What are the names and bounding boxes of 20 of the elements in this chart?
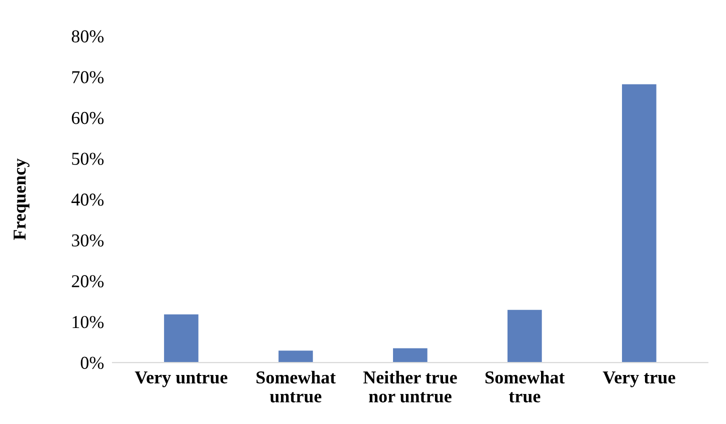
x-tick-label: Somewhat untrue	[256, 370, 336, 402]
y-tick-label: 30%	[72, 234, 104, 247]
x-tick-label: Neither true nor untrue	[363, 370, 457, 402]
y-tick-label: 20%	[72, 275, 104, 288]
bar	[622, 84, 656, 363]
x-tick-label: Very untrue	[134, 372, 228, 388]
y-tick-label: 80%	[72, 30, 104, 43]
bar	[164, 314, 198, 363]
y-tick-label: 0%	[80, 356, 104, 370]
y-axis-title: Frequency	[14, 158, 30, 240]
y-tick-label: 50%	[72, 152, 104, 165]
y-tick-label: 40%	[71, 194, 104, 206]
y-tick-label: 60%	[72, 112, 104, 124]
y-tick-label: 70%	[72, 71, 104, 84]
bar	[508, 310, 542, 363]
bar	[393, 348, 428, 363]
x-tick-label: Somewhat true	[486, 370, 565, 402]
bar	[278, 350, 313, 363]
x-tick-label: Very true	[602, 372, 676, 388]
y-tick-label: 10%	[72, 316, 104, 328]
